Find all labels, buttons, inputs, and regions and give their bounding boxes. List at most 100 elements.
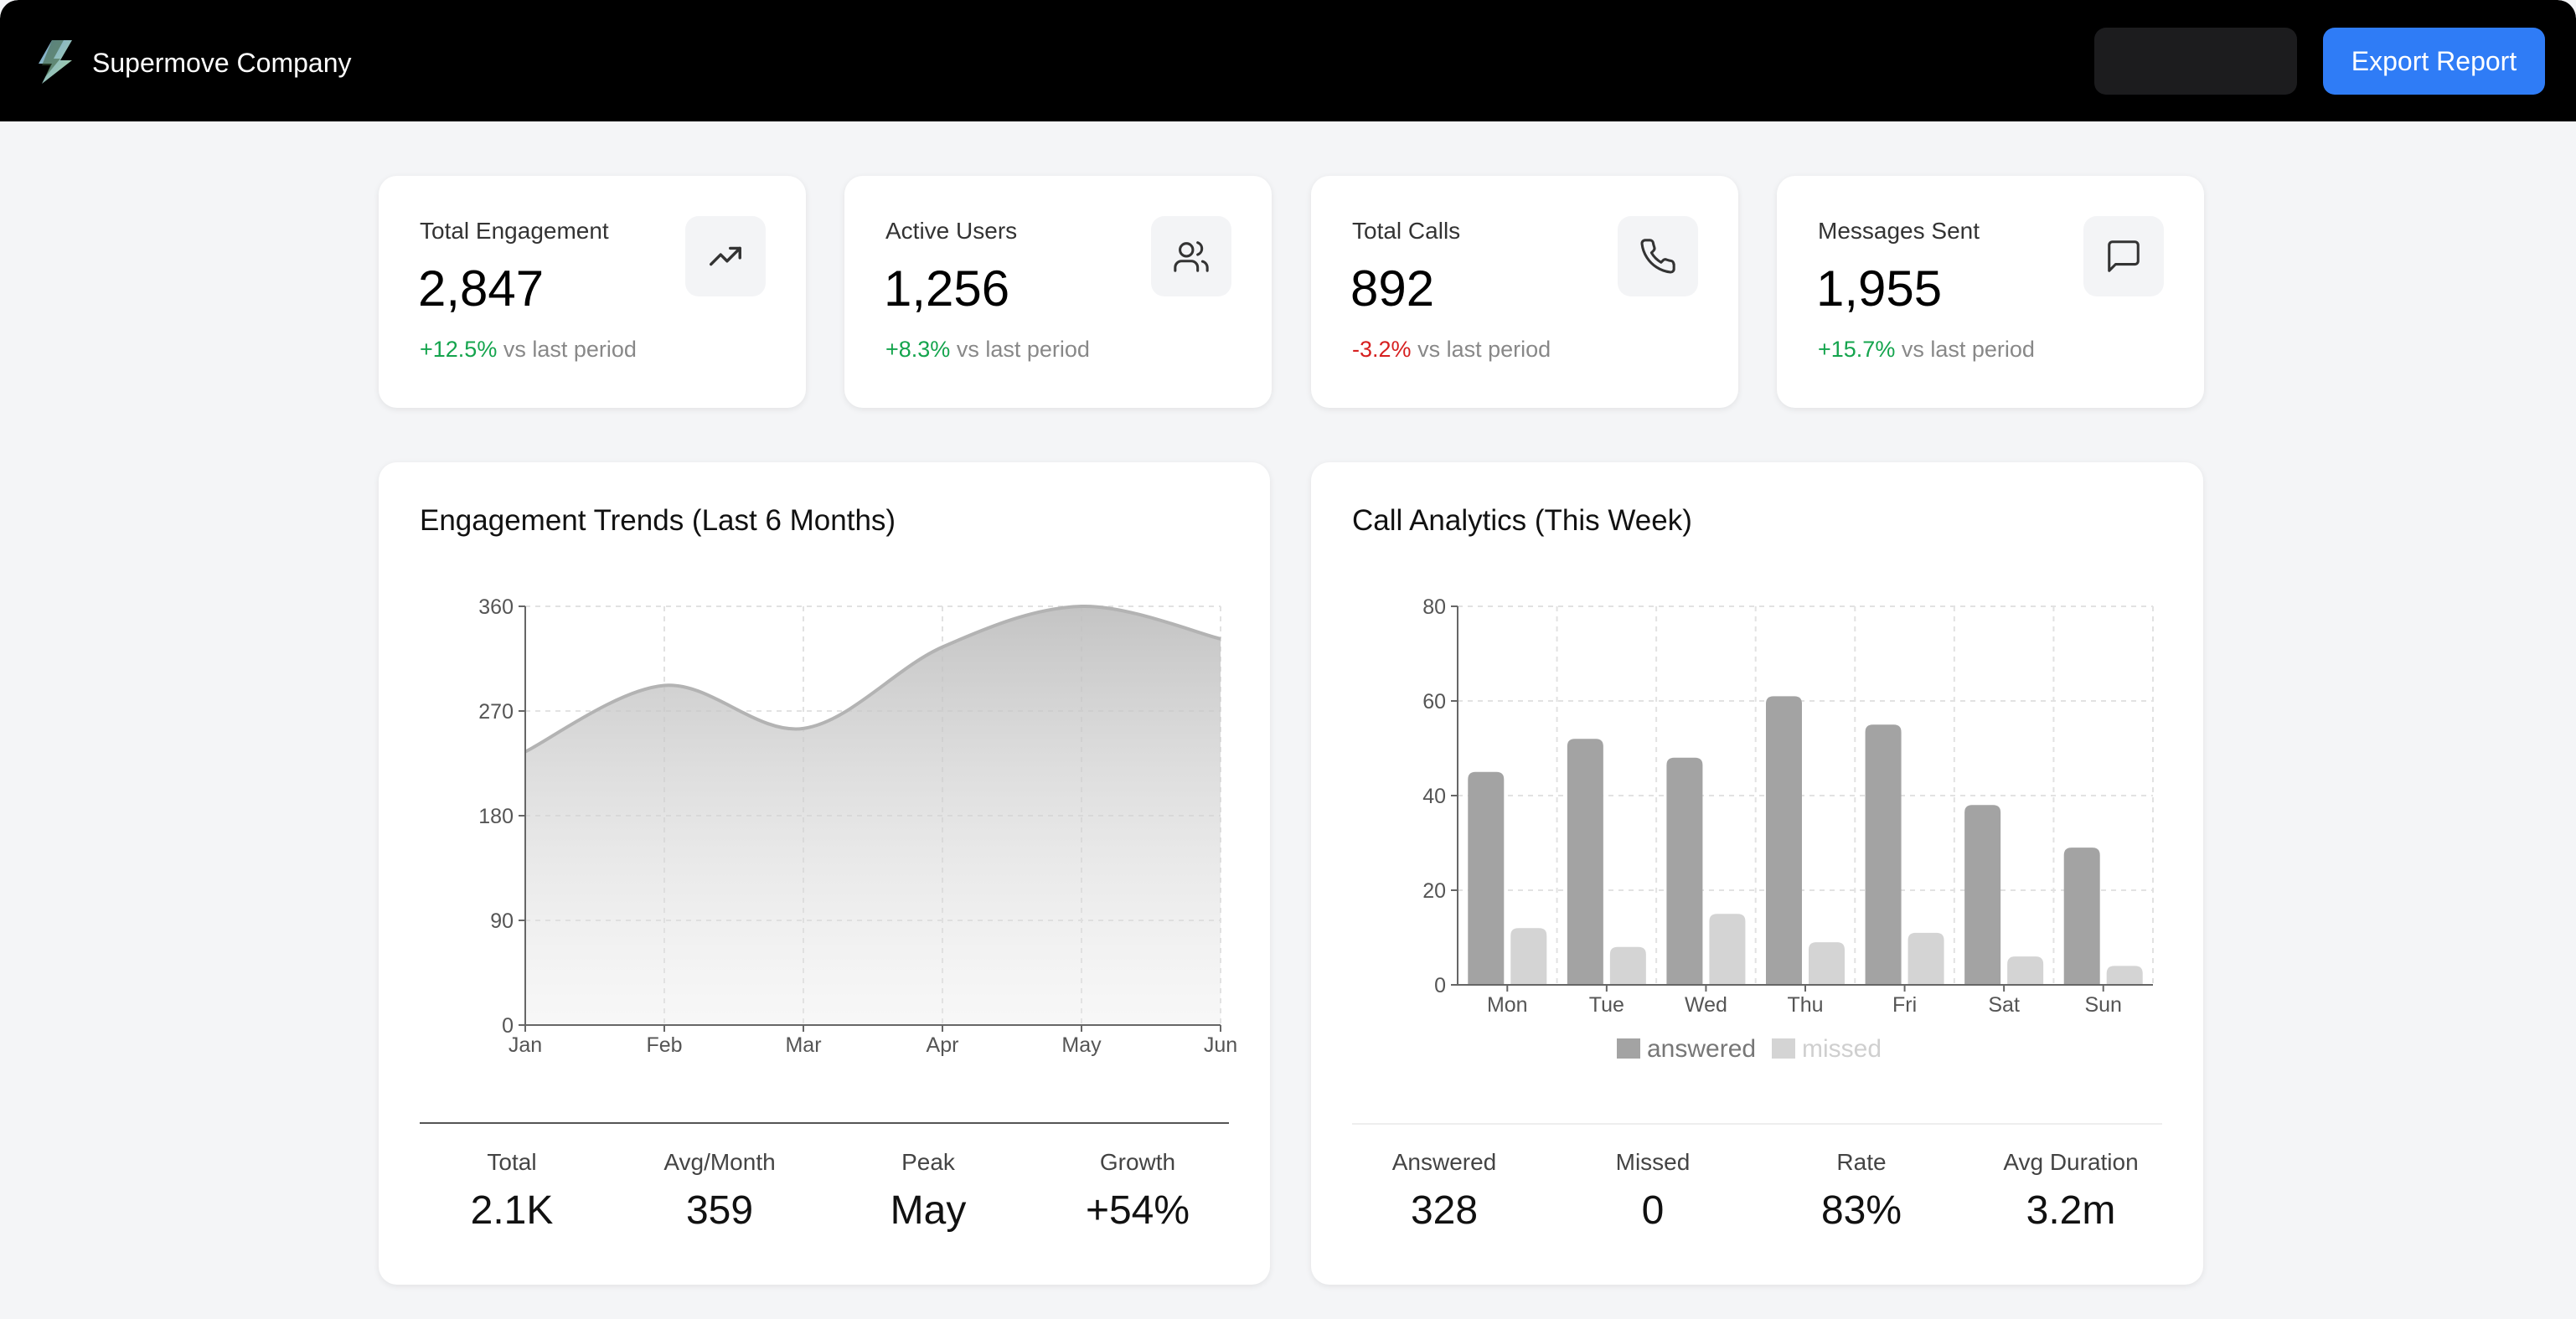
- y-tick-label: 40: [1422, 785, 1446, 808]
- stat-label: Rate: [1836, 1149, 1887, 1175]
- engagement-panel: Engagement Trends (Last 6 Months) 0 90 180…: [379, 462, 1270, 1285]
- x-tick-label: Tue: [1589, 993, 1624, 1017]
- legend-label-answered: answered: [1647, 1035, 1756, 1063]
- kpi-delta-suffix: vs last period: [503, 337, 637, 362]
- stat-value: 328: [1410, 1188, 1479, 1233]
- x-tick-label: Jun: [1204, 1033, 1237, 1057]
- y-tick-label: 270: [478, 700, 514, 724]
- stat-growth: Growth +54%: [1054, 1149, 1221, 1234]
- kpi-delta: +8.3% vs last period: [885, 337, 1090, 363]
- calls-panel: Call Analytics (This Week) 0 20 40 60 80 Mon T…: [1311, 462, 2203, 1285]
- account-button[interactable]: [2094, 28, 2297, 95]
- kpi-delta-value: +8.3%: [885, 337, 951, 362]
- y-tick-label: 80: [1422, 595, 1446, 619]
- stat-answered: Answered 328: [1360, 1149, 1528, 1234]
- kpi-card-active-users: Active Users 1,256 +8.3% vs last period: [844, 176, 1272, 408]
- bar-missed: [2106, 966, 2143, 985]
- y-tick-label: 180: [478, 805, 514, 828]
- legend-swatch-missed: [1772, 1038, 1795, 1059]
- company-logo: [39, 40, 72, 84]
- kpi-label: Total Calls: [1352, 218, 1461, 244]
- x-tick-label: Sun: [2084, 993, 2121, 1017]
- stat-value: May: [890, 1188, 967, 1233]
- bar-answered: [2063, 848, 2100, 985]
- stat-value: 3.2m: [2026, 1188, 2116, 1233]
- bar-missed: [1907, 932, 1944, 985]
- y-tick-label: 60: [1422, 690, 1446, 714]
- calls-divider: [1352, 1123, 2162, 1125]
- kpi-card-total-calls: Total Calls 892 -3.2% vs last period: [1311, 176, 1738, 408]
- top-bar: Supermove Company Export Report: [0, 0, 2576, 121]
- bar-answered: [1567, 739, 1603, 985]
- stat-value: 2.1K: [470, 1188, 554, 1233]
- bar-missed: [1709, 914, 1746, 985]
- users-icon: [1151, 216, 1231, 296]
- kpi-value: 1,256: [884, 260, 1010, 317]
- x-tick-label: Fri: [1892, 993, 1917, 1017]
- message-square-icon: [2083, 216, 2164, 296]
- stat-value: +54%: [1085, 1188, 1190, 1233]
- kpi-label: Total Engagement: [420, 218, 609, 244]
- engagement-area-chart: 0 90 180 270 360 Jan Feb Mar Apr May Jun: [478, 595, 1237, 1057]
- kpi-delta: +15.7% vs last period: [1818, 337, 2035, 363]
- stat-value: 359: [685, 1188, 754, 1233]
- stat-label: Avg/Month: [663, 1149, 776, 1175]
- area-fill: [525, 605, 1221, 1025]
- area-line: [524, 604, 1221, 754]
- y-tick-label: 90: [490, 909, 514, 933]
- stat-label: Total: [487, 1149, 537, 1175]
- stat-avg-month: Avg/Month 359: [636, 1149, 803, 1234]
- bar-missed: [1609, 946, 1646, 985]
- kpi-value: 892: [1350, 260, 1435, 317]
- stat-value: 0: [1641, 1188, 1665, 1233]
- kpi-value: 1,955: [1816, 260, 1943, 317]
- y-tick-label: 0: [502, 1014, 514, 1038]
- kpi-delta: +12.5% vs last period: [420, 337, 637, 363]
- stat-label: Missed: [1615, 1149, 1691, 1175]
- bar-answered: [1865, 724, 1902, 985]
- x-tick-label: May: [1061, 1033, 1102, 1057]
- kpi-delta-suffix: vs last period: [1417, 337, 1551, 362]
- bar-answered: [1468, 771, 1505, 985]
- trending-up-icon: [685, 216, 766, 296]
- stat-missed: Missed 0: [1569, 1149, 1737, 1234]
- stat-label: Answered: [1391, 1149, 1497, 1175]
- legend-swatch-answered: [1617, 1038, 1640, 1059]
- export-report-button[interactable]: Export Report: [2323, 28, 2545, 95]
- bar-missed: [2007, 956, 2044, 985]
- stat-total: Total 2.1K: [428, 1149, 596, 1234]
- x-tick-label: Thu: [1787, 993, 1823, 1017]
- x-tick-label: Sat: [1988, 993, 2020, 1017]
- kpi-delta-suffix: vs last period: [956, 337, 1090, 362]
- stat-avg-duration: Avg Duration 3.2m: [1987, 1149, 2155, 1234]
- legend-label-missed: missed: [1802, 1035, 1882, 1063]
- calls-title: Call Analytics (This Week): [1352, 504, 1692, 537]
- bar-answered: [1766, 696, 1802, 985]
- kpi-delta: -3.2% vs last period: [1352, 337, 1551, 363]
- y-tick-label: 20: [1422, 879, 1446, 903]
- kpi-card-messages-sent: Messages Sent 1,955 +15.7% vs last perio…: [1777, 176, 2204, 408]
- engagement-divider: [420, 1122, 1229, 1124]
- stat-rate: Rate 83%: [1778, 1149, 1945, 1234]
- kpi-card-total-engagement: Total Engagement 2,847 +12.5% vs last pe…: [379, 176, 806, 408]
- kpi-delta-value: +12.5%: [420, 337, 498, 362]
- stat-peak: Peak May: [844, 1149, 1012, 1234]
- stat-label: Growth: [1099, 1149, 1176, 1175]
- stat-label: Avg Duration: [2003, 1149, 2139, 1175]
- stat-value: 83%: [1820, 1188, 1902, 1233]
- x-tick-label: Feb: [646, 1033, 682, 1057]
- y-tick-label: 360: [478, 595, 514, 619]
- kpi-label: Active Users: [885, 218, 1018, 244]
- x-tick-label: Apr: [927, 1033, 959, 1057]
- x-tick-label: Mon: [1487, 993, 1528, 1017]
- phone-icon: [1618, 216, 1698, 296]
- kpi-label: Messages Sent: [1818, 218, 1980, 244]
- kpi-value: 2,847: [418, 260, 545, 317]
- kpi-delta-suffix: vs last period: [1901, 337, 2035, 362]
- calls-bar-chart: 0 20 40 60 80 Mon Tue Wed Thu Fri Sat Sun answered mi…: [1422, 595, 2154, 1063]
- bar-answered: [1666, 757, 1703, 985]
- engagement-title: Engagement Trends (Last 6 Months): [420, 504, 896, 537]
- kpi-delta-value: +15.7%: [1818, 337, 1896, 362]
- x-tick-label: Jan: [508, 1033, 542, 1057]
